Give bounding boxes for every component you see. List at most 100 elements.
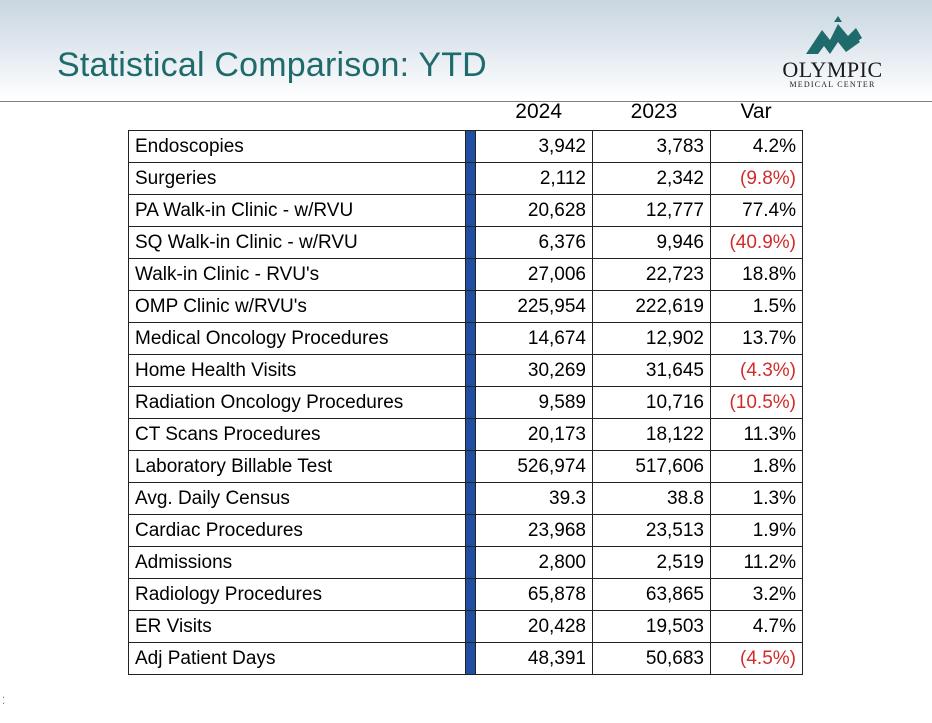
value-var: 3.2% [710,578,803,611]
row-label: Surgeries [128,162,466,195]
statistics-table: Endoscopies 3,942 3,783 4.2% Surgeries 2,112 2… [128,130,803,675]
value-2024: 14,674 [475,322,593,355]
column-header-2024: 2024 [515,100,562,123]
value-2023: 50,683 [592,642,711,675]
divider-bar [465,610,476,643]
value-2023: 12,777 [592,194,711,227]
value-2023: 22,723 [592,258,711,291]
table-row: Walk-in Clinic - RVU's 27,006 22,723 18.8% [128,258,803,291]
table-row: Avg. Daily Census 39.3 38.8 1.3% [128,482,803,515]
divider-bar [465,642,476,675]
value-var: 4.2% [710,130,803,163]
value-var: (4.3%) [710,354,803,387]
value-var: (4.5%) [710,642,803,675]
value-2024: 27,006 [475,258,593,291]
value-var: 77.4% [710,194,803,227]
value-2024: 65,878 [475,578,593,611]
divider-bar [465,450,476,483]
corner-mark: ⁚ [2,696,6,707]
column-header-2023: 2023 [630,100,678,123]
divider-bar [465,578,476,611]
table-row: Radiation Oncology Procedures 9,589 10,716… [128,386,803,419]
value-2023: 517,606 [592,450,711,483]
divider-bar [465,130,476,163]
logo-subtitle: MEDICAL CENTER [789,80,876,89]
value-2023: 3,783 [592,130,711,163]
value-var: (10.5%) [710,386,803,419]
value-2023: 2,342 [592,162,711,195]
olympic-logo: OLYMPIC MEDICAL CENTER [770,14,895,92]
table-row: Home Health Visits 30,269 31,645 (4.3%) [128,354,803,387]
column-header-var: Var [740,100,772,123]
table-row: Medical Oncology Procedures 14,674 12,902 1… [128,322,803,355]
value-var: 1.3% [710,482,803,515]
row-label: Endoscopies [128,130,466,163]
divider-bar [465,418,476,451]
row-label: ER Visits [128,610,466,643]
value-var: (40.9%) [710,226,803,259]
value-2023: 38.8 [592,482,711,515]
value-var: 1.8% [710,450,803,483]
value-var: 11.2% [710,546,803,579]
divider-bar [465,514,476,547]
table-row: PA Walk-in Clinic - w/RVU 20,628 12,777 77.… [128,194,803,227]
value-2024: 9,589 [475,386,593,419]
row-label: Medical Oncology Procedures [128,322,466,355]
table-row: Laboratory Billable Test 526,974 517,606 1.… [128,450,803,483]
table-row: Endoscopies 3,942 3,783 4.2% [128,130,803,163]
value-2023: 9,946 [592,226,711,259]
row-label: SQ Walk-in Clinic - w/RVU [128,226,466,259]
divider-bar [465,482,476,515]
divider-bar [465,290,476,323]
table-row: SQ Walk-in Clinic - w/RVU 6,376 9,946 (40.9… [128,226,803,259]
value-2023: 63,865 [592,578,711,611]
header-band [0,0,932,100]
table-row: Radiology Procedures 65,878 63,865 3.2% [128,578,803,611]
value-var: 18.8% [710,258,803,291]
logo-name: OLYMPIC [782,57,883,82]
value-2024: 20,428 [475,610,593,643]
value-var: 4.7% [710,610,803,643]
divider-bar [465,258,476,291]
row-label: Laboratory Billable Test [128,450,466,483]
row-label: Radiation Oncology Procedures [128,386,466,419]
row-label: Home Health Visits [128,354,466,387]
value-2023: 23,513 [592,514,711,547]
divider-bar [465,354,476,387]
table-row: Cardiac Procedures 23,968 23,513 1.9% [128,514,803,547]
value-2024: 20,173 [475,418,593,451]
divider-bar [465,322,476,355]
row-label: Radiology Procedures [128,578,466,611]
table-row: Adj Patient Days 48,391 50,683 (4.5%) [128,642,803,675]
row-label: CT Scans Procedures [128,418,466,451]
value-2023: 10,716 [592,386,711,419]
value-var: 11.3% [710,418,803,451]
value-2024: 30,269 [475,354,593,387]
value-var: 1.9% [710,514,803,547]
row-label: Admissions [128,546,466,579]
value-var: 13.7% [710,322,803,355]
table-row: ER Visits 20,428 19,503 4.7% [128,610,803,643]
row-label: OMP Clinic w/RVU's [128,290,466,323]
divider-bar [465,194,476,227]
value-2024: 48,391 [475,642,593,675]
value-2023: 31,645 [592,354,711,387]
row-label: Walk-in Clinic - RVU's [128,258,466,291]
value-2024: 526,974 [475,450,593,483]
page-title: Statistical Comparison: YTD [57,46,487,84]
value-2024: 39.3 [475,482,593,515]
mountain-logo-icon [806,16,862,54]
divider-bar [465,162,476,195]
value-2024: 3,942 [475,130,593,163]
table-row: Admissions 2,800 2,519 11.2% [128,546,803,579]
row-label: Adj Patient Days [128,642,466,675]
value-2024: 20,628 [475,194,593,227]
divider-bar [465,226,476,259]
table-row: OMP Clinic w/RVU's 225,954 222,619 1.5% [128,290,803,323]
header-divider [0,101,932,102]
table-row: CT Scans Procedures 20,173 18,122 11.3% [128,418,803,451]
divider-bar [465,386,476,419]
row-label: PA Walk-in Clinic - w/RVU [128,194,466,227]
divider-bar [465,546,476,579]
value-2024: 2,800 [475,546,593,579]
